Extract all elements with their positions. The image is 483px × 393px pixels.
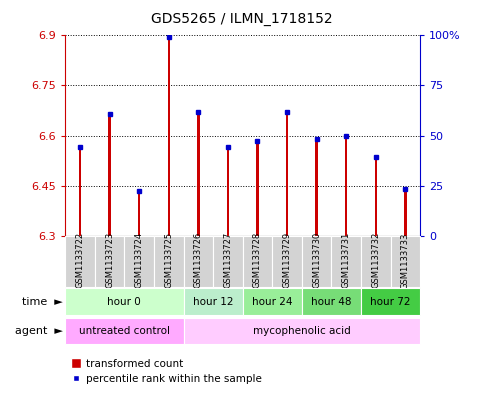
Text: hour 72: hour 72: [370, 297, 411, 307]
Bar: [404, 189, 407, 236]
FancyBboxPatch shape: [302, 236, 331, 287]
FancyBboxPatch shape: [184, 318, 420, 344]
FancyBboxPatch shape: [154, 236, 184, 287]
Bar: [345, 136, 347, 236]
Bar: [108, 114, 111, 236]
Text: GSM1133726: GSM1133726: [194, 232, 203, 288]
FancyBboxPatch shape: [213, 236, 242, 287]
FancyBboxPatch shape: [65, 318, 184, 344]
FancyBboxPatch shape: [242, 288, 302, 315]
FancyBboxPatch shape: [361, 288, 420, 315]
FancyBboxPatch shape: [331, 236, 361, 287]
FancyBboxPatch shape: [65, 288, 184, 315]
Text: hour 48: hour 48: [311, 297, 352, 307]
Text: GSM1133730: GSM1133730: [312, 232, 321, 288]
Bar: [256, 141, 259, 236]
Legend: transformed count, percentile rank within the sample: transformed count, percentile rank withi…: [71, 359, 262, 384]
Text: GSM1133724: GSM1133724: [135, 232, 143, 288]
Text: hour 0: hour 0: [108, 297, 141, 307]
Text: hour 12: hour 12: [193, 297, 233, 307]
Text: GSM1133729: GSM1133729: [283, 232, 292, 288]
Bar: [197, 112, 199, 236]
Text: GSM1133725: GSM1133725: [164, 232, 173, 288]
Text: time  ►: time ►: [22, 297, 63, 307]
Text: GDS5265 / ILMN_1718152: GDS5265 / ILMN_1718152: [151, 12, 332, 26]
Text: GSM1133722: GSM1133722: [75, 232, 85, 288]
Bar: [138, 191, 141, 236]
FancyBboxPatch shape: [242, 236, 272, 287]
FancyBboxPatch shape: [125, 236, 154, 287]
Text: GSM1133727: GSM1133727: [224, 232, 232, 288]
Text: GSM1133731: GSM1133731: [342, 232, 351, 288]
FancyBboxPatch shape: [302, 288, 361, 315]
FancyBboxPatch shape: [184, 288, 242, 315]
Text: GSM1133733: GSM1133733: [401, 232, 410, 288]
FancyBboxPatch shape: [272, 236, 302, 287]
FancyBboxPatch shape: [95, 236, 125, 287]
Bar: [286, 112, 288, 236]
Bar: [227, 147, 229, 236]
Text: untreated control: untreated control: [79, 326, 170, 336]
Text: GSM1133723: GSM1133723: [105, 232, 114, 288]
Bar: [79, 147, 81, 236]
Text: GSM1133728: GSM1133728: [253, 232, 262, 288]
Bar: [315, 139, 318, 236]
Bar: [375, 157, 377, 236]
Bar: [168, 37, 170, 236]
Text: agent  ►: agent ►: [15, 326, 63, 336]
Text: mycophenolic acid: mycophenolic acid: [253, 326, 351, 336]
Text: hour 24: hour 24: [252, 297, 293, 307]
FancyBboxPatch shape: [184, 236, 213, 287]
FancyBboxPatch shape: [65, 236, 95, 287]
Text: GSM1133732: GSM1133732: [371, 232, 380, 288]
FancyBboxPatch shape: [391, 236, 420, 287]
FancyBboxPatch shape: [361, 236, 391, 287]
